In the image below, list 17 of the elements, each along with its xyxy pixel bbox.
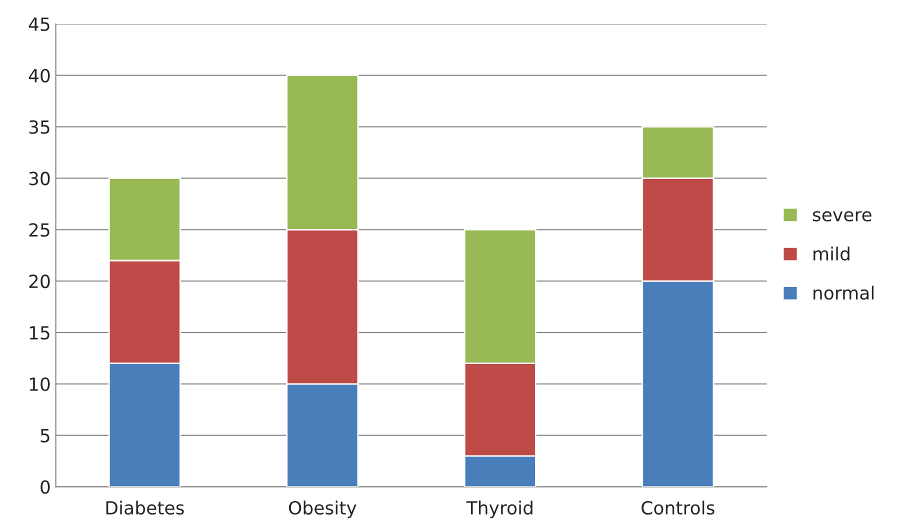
y-tick-label: 30 (29, 172, 50, 186)
legend-label: mild (814, 246, 850, 261)
y-tick-label: 45 (28, 18, 50, 32)
legend-label: normal (814, 286, 874, 300)
x-tick-label: Obesity (288, 500, 356, 518)
y-tick-label: 35 (29, 120, 50, 134)
y-tick-label: 25 (29, 223, 50, 237)
x-tick-label: Diabetes (106, 500, 184, 515)
y-tick-label: 10 (30, 377, 50, 392)
x-tick-label: Controls (642, 500, 714, 515)
y-tick-label: 20 (29, 274, 50, 288)
x-tick-label: Thyroid (466, 500, 532, 518)
y-tick-label: 15 (30, 326, 50, 340)
y-tick-label: 5 (40, 429, 50, 442)
y-tick-label: 40 (28, 68, 50, 82)
legend-label: severe (812, 211, 872, 222)
y-tick-label: 0 (40, 480, 50, 494)
